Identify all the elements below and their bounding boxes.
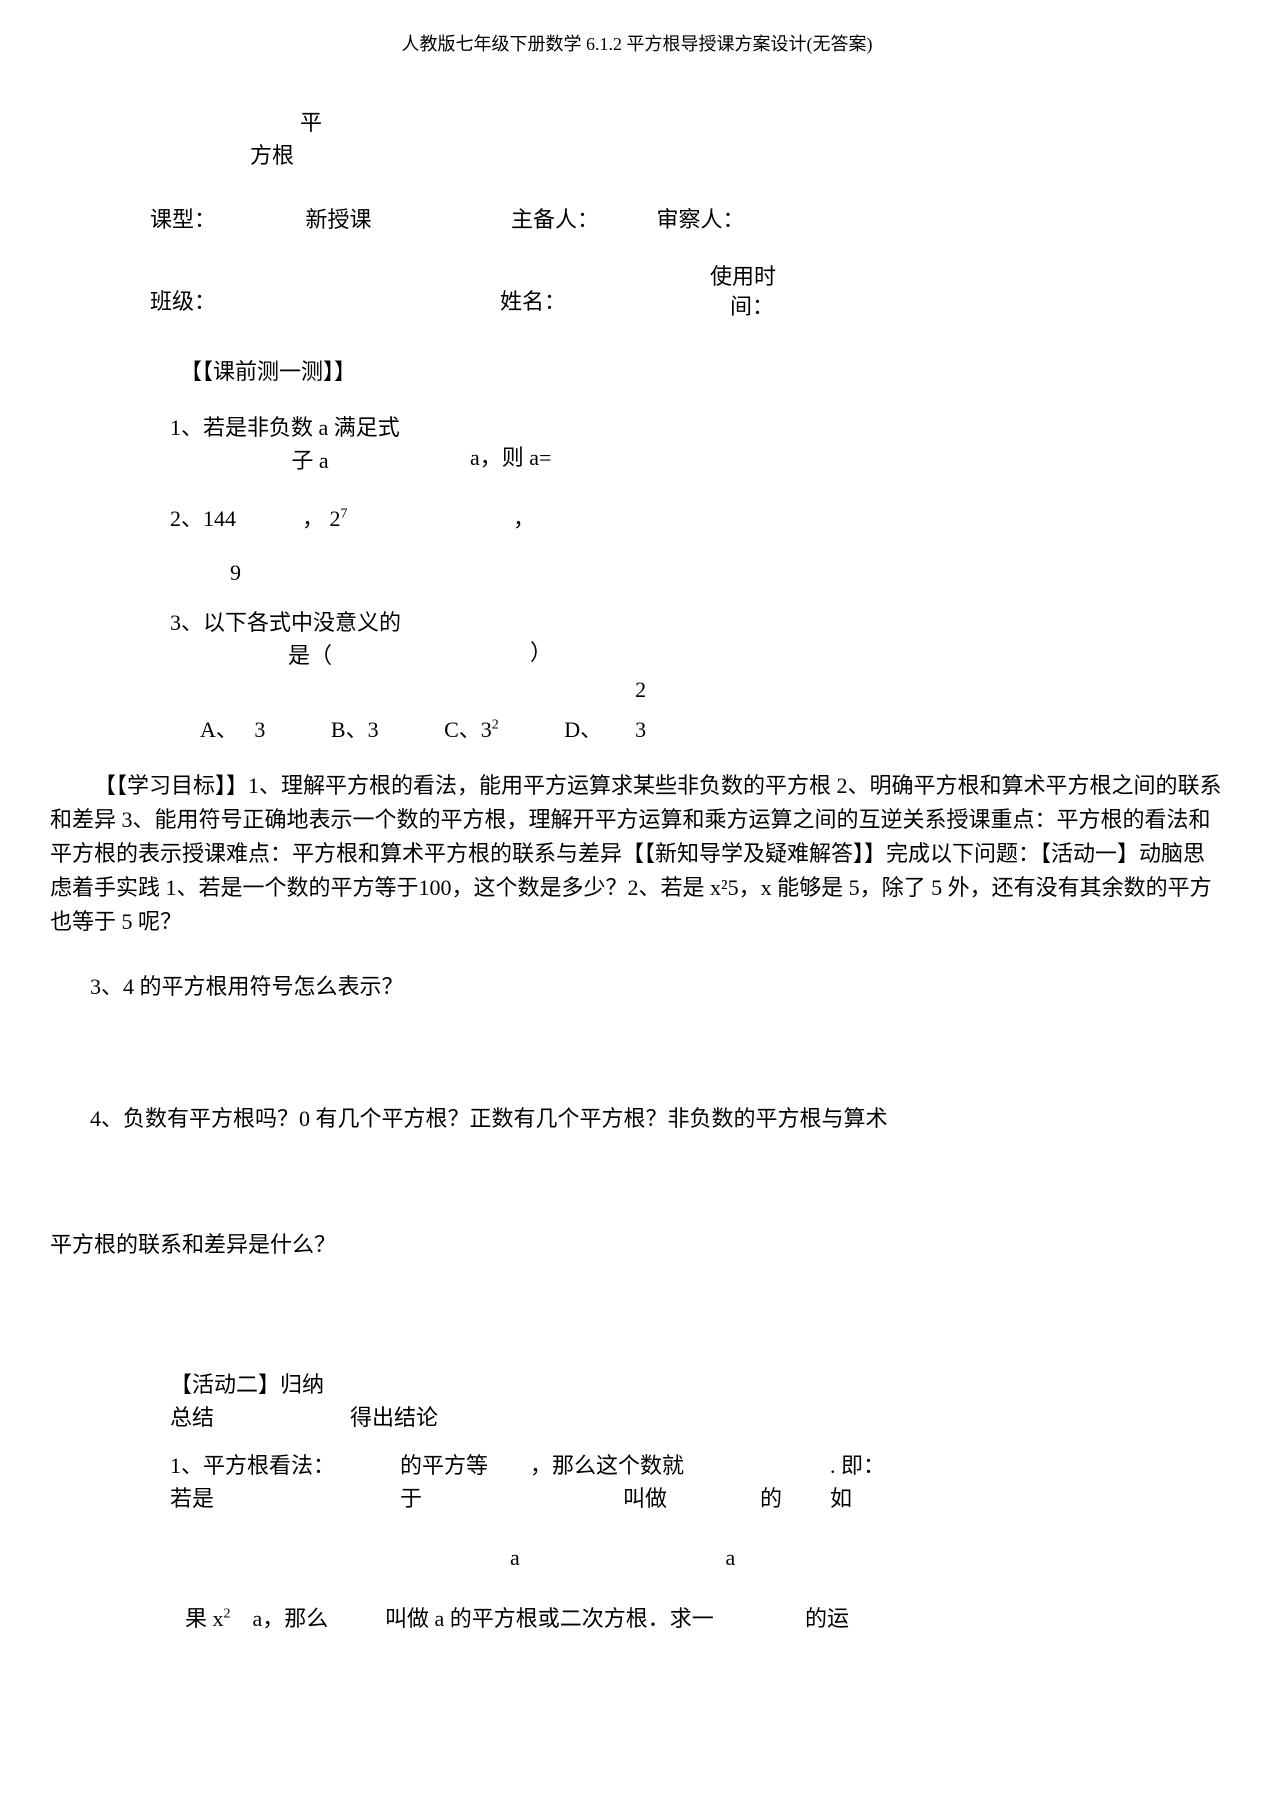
var-a-2: a xyxy=(726,1545,736,1571)
q2-comma: ， xyxy=(513,506,535,531)
class-type-label: 课型： xyxy=(150,202,300,234)
concept-c2b: 于 xyxy=(400,1482,530,1515)
concept-c4b: 的 xyxy=(760,1482,830,1515)
question-3-4: 3、4 的平方根用符号怎么表示？ xyxy=(90,969,1224,1001)
q2-exp: 7 xyxy=(341,507,348,522)
time-label-1: 使用时 xyxy=(710,259,776,291)
options-row: A、 3 B、3 C、32 2 D、 3 xyxy=(200,712,1224,744)
concept-c5b: 如 xyxy=(830,1482,930,1515)
question-3: 3、以下各式中没意义的 是（ ） xyxy=(170,606,1224,672)
doc-header: 人教版七年级下册数学 6.1.2 平方根导授课方案设计(无答案) xyxy=(50,30,1224,56)
option-d: 2 D、 3 xyxy=(564,712,646,744)
number-nine: 9 xyxy=(230,560,1224,586)
title-line2: 方根 xyxy=(250,139,1224,172)
lesson-title: 平 方根 xyxy=(250,106,1224,172)
last-p3: 的运 xyxy=(805,1601,849,1633)
concept-c2a: 的平方等 xyxy=(400,1449,530,1482)
last-p1-exp: 2 xyxy=(224,1606,231,1621)
a-a-row: a a xyxy=(170,1545,1224,1571)
concept-c1a: 1、平方根看法： xyxy=(170,1449,400,1482)
q3-left1: 3、以下各式中没意义的 xyxy=(170,606,450,639)
q1-right: a，则 a= xyxy=(470,441,551,474)
question-2: 2、144 ， 27 ， xyxy=(170,502,1224,535)
time-label-2: 间： xyxy=(730,289,774,321)
last-row: 果 x2 a，那么 叫做 a 的平方根或二次方根．求一 的运 xyxy=(185,1601,1224,1633)
q3-right: ） xyxy=(530,636,552,669)
q1-left1: 1、若是非负数 a 满足式 xyxy=(170,411,450,444)
option-c-exp: 2 xyxy=(492,718,499,733)
last-p1-post: a，那么 xyxy=(231,1606,329,1631)
author-label: 主备人： xyxy=(511,202,651,234)
option-c-pre: C、3 xyxy=(444,717,492,742)
option-d-text: D、 3 xyxy=(564,717,646,742)
title-line1: 平 xyxy=(300,106,1224,139)
option-c: C、32 xyxy=(444,712,499,744)
question-1: 1、若是非负数 a 满足式 子 a a，则 a= xyxy=(170,411,1224,477)
name-label: 姓名： xyxy=(500,284,720,316)
concept-c3a: ，那么这个数就 xyxy=(530,1449,760,1482)
activity-2: 【活动二】归纳 总结 得出结论 xyxy=(170,1368,1224,1434)
option-a: A、 3 xyxy=(200,712,265,744)
question-4-neg: 4、负数有平方根吗？0 有几个平方根？正数有几个平方根？非负数的平方根与算术 xyxy=(90,1101,1224,1133)
link-question: 平方根的联系和差异是什么？ xyxy=(50,1228,1224,1262)
concept-c5a: . 即： xyxy=(830,1449,930,1482)
q1-left2: 子 a xyxy=(170,444,450,477)
concept-definition: 1、平方根看法： 若是 的平方等 于 ，那么这个数就 叫做 的 . 即： 如 xyxy=(170,1449,1224,1515)
var-a-1: a xyxy=(510,1545,720,1571)
last-p1-pre: 果 x xyxy=(185,1606,224,1631)
last-p2: 叫做 a 的平方根或二次方根．求一 xyxy=(385,1601,805,1633)
meta-row-1: 课型： 新授课 主备人： 审察人： xyxy=(150,202,1224,234)
option-b: B、3 xyxy=(331,712,379,744)
activity2-l2b: 得出结论 xyxy=(350,1401,438,1434)
activity2-l2a: 总结 xyxy=(170,1401,350,1434)
concept-c1b: 若是 xyxy=(170,1482,400,1515)
activity2-l1: 【活动二】归纳 xyxy=(170,1368,1224,1401)
class-type-value: 新授课 xyxy=(306,202,506,234)
q3-left2: 是（ xyxy=(170,639,450,672)
q2-text: 2、144 ， 2 xyxy=(170,506,341,531)
learning-goals: 【【学习目标】】1、理解平方根的看法，能用平方运算求某些非负数的平方根 2、明确… xyxy=(50,769,1224,939)
reviewer-label: 审察人： xyxy=(657,202,745,234)
class-label: 班级： xyxy=(150,284,500,316)
concept-c3b: 叫做 xyxy=(530,1482,760,1515)
option-d-top: 2 xyxy=(635,677,646,703)
pretest-heading: 【【课前测一测】】 xyxy=(180,354,1224,386)
meta-row-2: 班级： 姓名： 使用时 间： xyxy=(150,264,1224,324)
